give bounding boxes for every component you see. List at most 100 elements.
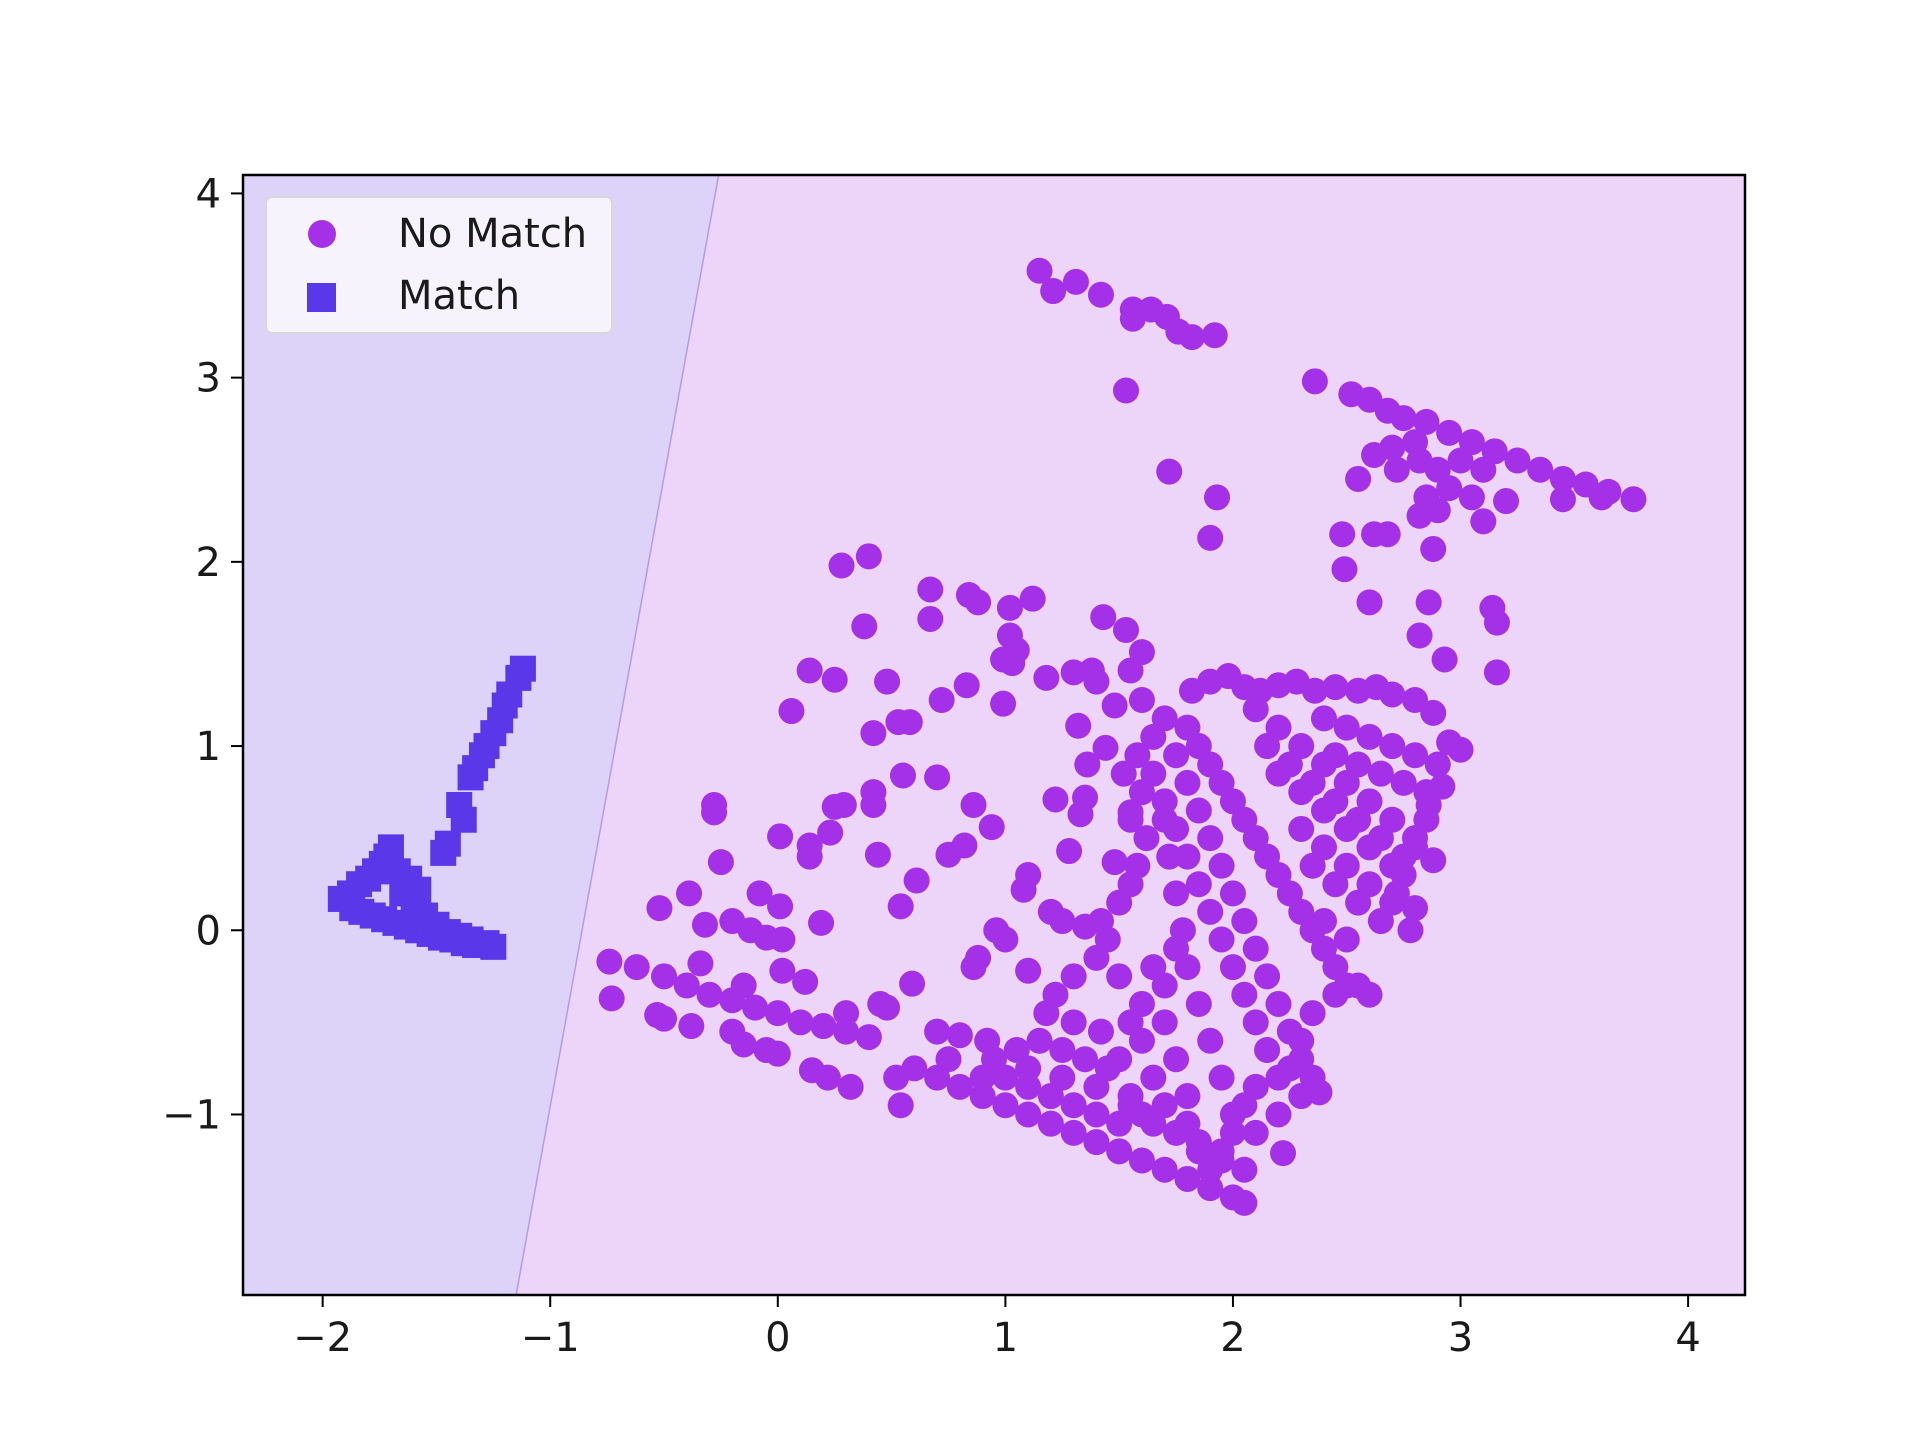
match-point: [457, 764, 484, 791]
no-match-point: [1087, 281, 1114, 308]
no-match-point: [1197, 1027, 1224, 1054]
no-match-point: [951, 832, 978, 859]
no-match-point: [1049, 908, 1076, 935]
no-match-point: [1065, 712, 1092, 739]
no-match-point: [1117, 657, 1144, 684]
no-match-point: [1112, 617, 1139, 643]
y-tick-label: 4: [196, 171, 221, 217]
no-match-point: [1620, 486, 1647, 513]
legend-no-match-label: No Match: [398, 211, 587, 257]
no-match-point: [1042, 786, 1069, 813]
no-match-point: [1140, 723, 1167, 750]
no-match-point: [1074, 751, 1101, 778]
no-match-point: [1299, 1064, 1326, 1091]
no-match-point: [707, 849, 734, 876]
no-match-point: [1254, 963, 1281, 990]
no-match-point: [1374, 521, 1401, 548]
no-match-point: [1242, 1119, 1269, 1146]
no-match-point: [917, 605, 944, 632]
no-match-point: [1151, 788, 1178, 815]
no-match-point: [1420, 847, 1447, 874]
no-match-point: [673, 972, 700, 999]
no-match-point: [924, 764, 951, 791]
no-match-point: [990, 690, 1017, 717]
no-match-point: [1276, 1055, 1303, 1082]
no-match-point: [1197, 1175, 1224, 1202]
no-match-point: [969, 1083, 996, 1110]
no-match-point: [1106, 1138, 1133, 1165]
no-match-point: [828, 552, 855, 579]
no-match-point: [996, 594, 1023, 621]
no-match-point: [896, 709, 923, 736]
no-match-point: [953, 672, 980, 699]
no-match-point: [1447, 736, 1474, 763]
no-match-point: [1083, 1101, 1110, 1128]
no-match-point: [1397, 917, 1424, 944]
no-match-point: [1033, 664, 1060, 691]
no-match-point: [1185, 871, 1212, 898]
no-match-point: [746, 880, 773, 907]
no-match-point: [1003, 1037, 1030, 1063]
no-match-point: [1265, 990, 1292, 1017]
no-match-point: [1151, 1092, 1178, 1119]
x-tick-label: 4: [1675, 1315, 1700, 1361]
no-match-point: [1288, 779, 1315, 806]
no-match-point: [1087, 1018, 1114, 1045]
no-match-point: [1390, 769, 1417, 796]
no-match-point: [1112, 377, 1139, 404]
no-match-point: [1185, 990, 1212, 1017]
no-match-point: [903, 867, 930, 894]
no-match-point: [1083, 1129, 1110, 1156]
no-match-point: [676, 880, 703, 907]
no-match-point: [1106, 889, 1133, 916]
no-match-point: [1356, 589, 1383, 616]
no-match-point: [1333, 714, 1360, 741]
no-match-point: [1124, 742, 1151, 769]
no-match-point: [1549, 465, 1576, 492]
no-match-point: [1140, 954, 1167, 981]
no-match-point: [1174, 769, 1201, 796]
no-match-point: [978, 814, 1005, 841]
no-match-point: [651, 963, 678, 990]
no-match-point: [830, 792, 857, 818]
no-match-point: [1402, 895, 1429, 922]
no-match-point: [981, 1046, 1007, 1073]
no-match-point: [1242, 1009, 1269, 1036]
no-match-point: [1424, 751, 1451, 778]
no-match-point: [1106, 963, 1133, 990]
no-match-point: [1026, 257, 1053, 284]
no-match-point: [887, 893, 914, 920]
no-match-point: [1156, 458, 1183, 485]
no-match-point: [855, 1024, 882, 1051]
no-match-point: [1288, 815, 1315, 842]
x-tick-label: −2: [293, 1315, 352, 1361]
no-match-point: [1110, 760, 1137, 787]
no-match-point: [1101, 692, 1128, 719]
legend-box: [265, 196, 613, 334]
x-tick-label: 3: [1448, 1315, 1473, 1361]
no-match-point: [1163, 880, 1190, 907]
no-match-point: [1090, 604, 1117, 631]
match-point: [480, 933, 507, 960]
no-match-point: [1483, 609, 1510, 636]
no-match-point: [992, 926, 1019, 953]
no-match-point: [1219, 880, 1246, 907]
no-match-point: [833, 1000, 860, 1027]
no-match-point: [1402, 429, 1429, 456]
no-match-point: [1060, 963, 1087, 990]
no-match-point: [1527, 456, 1554, 483]
no-match-point: [1549, 486, 1576, 513]
no-match-point: [1231, 1092, 1258, 1119]
no-match-point: [1197, 524, 1224, 551]
no-match-point: [1356, 723, 1383, 750]
no-match-point: [1345, 465, 1372, 492]
no-match-point: [1301, 677, 1328, 704]
no-match-point: [1197, 825, 1224, 852]
no-match-point: [1242, 935, 1269, 962]
no-match-point: [1265, 1101, 1292, 1128]
no-match-point: [1060, 1009, 1087, 1036]
no-match-point: [1379, 733, 1406, 760]
legend: No Match Match: [265, 196, 613, 334]
no-match-point: [860, 720, 887, 747]
